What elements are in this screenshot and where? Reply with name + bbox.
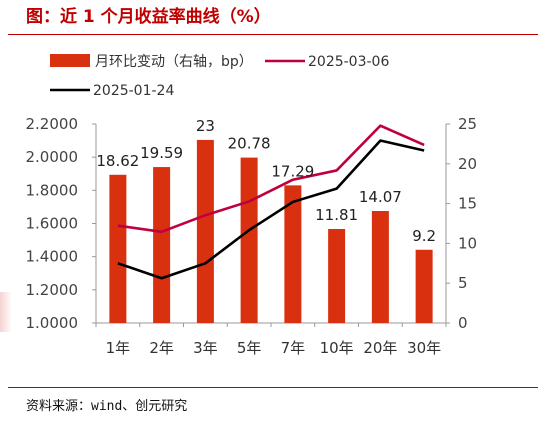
bar [284, 185, 302, 323]
chart-title: 图：近 1 个月收益率曲线（%） [26, 7, 271, 27]
legend: 月环比变动（右轴，bp） 2025-03-06 2025-01-24 [50, 54, 389, 99]
line-2025-01-24 [117, 139, 425, 280]
bar-data-label: 18.62 [96, 152, 139, 170]
x-tick-label: 1年 [106, 339, 131, 357]
title-divider [8, 34, 538, 35]
y-right-tick-label: 5 [458, 274, 468, 292]
bar [109, 174, 127, 323]
bar [415, 249, 433, 323]
bar [153, 167, 171, 323]
y-left-tick-label: 1.8000 [26, 181, 79, 199]
bar [328, 228, 346, 323]
y-left-tick-label: 2.2000 [26, 115, 79, 133]
y-right-tick-label: 0 [458, 314, 468, 332]
footer-divider [8, 387, 538, 388]
bar [240, 157, 258, 323]
bar [371, 211, 389, 323]
bar-data-label: 17.29 [271, 162, 314, 180]
y-right-tick-label: 25 [458, 115, 477, 133]
legend-label-bar: 月环比变动（右轴，bp） [95, 54, 253, 70]
source-note: 资料来源：wind、创元研究 [26, 399, 188, 414]
bar-data-label: 11.81 [315, 206, 358, 224]
line-2025-03-06 [117, 124, 425, 234]
yield-curve-chart: 2.2000 2.0000 1.8000 1.6000 1.4000 1.2000 1.00… [26, 54, 478, 357]
bar-data-label: 9.2 [412, 227, 436, 245]
bar-data-label: 14.07 [359, 188, 402, 206]
y-right-tick-label: 10 [458, 234, 477, 252]
legend-label-line-1: 2025-03-06 [308, 54, 389, 70]
x-tick-label: 10年 [320, 339, 354, 357]
y-left-tick-label: 2.0000 [26, 148, 79, 166]
legend-label-line-2: 2025-01-24 [93, 83, 174, 99]
x-tick-label: 20年 [363, 339, 397, 357]
x-tick-label: 7年 [281, 339, 306, 357]
bar-series [109, 139, 433, 323]
axes: 2.2000 2.0000 1.8000 1.6000 1.4000 1.2000 1.00… [26, 115, 478, 357]
bar-data-label: 23 [196, 117, 215, 135]
y-left-tick-label: 1.4000 [26, 248, 79, 266]
bar-data-label: 20.78 [228, 135, 271, 153]
x-tick-label: 2年 [149, 339, 174, 357]
x-tick-label: 3年 [193, 339, 218, 357]
y-left-tick-label: 1.6000 [26, 215, 79, 233]
y-right-tick-label: 15 [458, 195, 477, 213]
y-left-tick-label: 1.0000 [26, 314, 79, 332]
legend-swatch-bar [50, 54, 90, 67]
y-left-tick-label: 1.2000 [26, 281, 79, 299]
line-series [117, 124, 425, 280]
decorative-mark [0, 292, 12, 332]
bar [196, 139, 214, 323]
bar-data-label: 19.59 [140, 144, 183, 162]
y-right-tick-label: 20 [458, 155, 477, 173]
x-tick-label: 5年 [237, 339, 262, 357]
x-tick-label: 30年 [407, 339, 441, 357]
